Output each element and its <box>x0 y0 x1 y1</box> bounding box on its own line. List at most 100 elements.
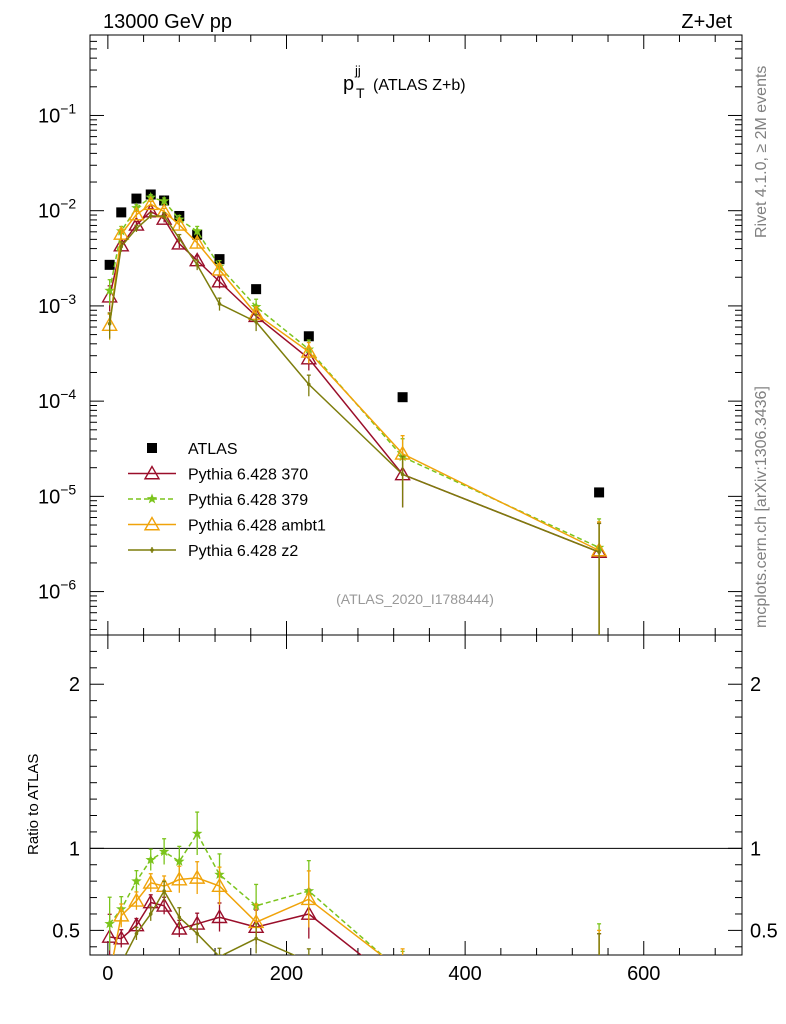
data-point-p379 <box>104 285 115 295</box>
ratio-point-p370 <box>171 920 188 935</box>
series-line-z2 <box>108 215 600 553</box>
y-tick-label-ratio-left: 2 <box>69 674 80 696</box>
ratio-point-p379 <box>104 918 115 929</box>
main-y-tick-labels: 10−1 10−2 10−3 10−4 10−5 10−6 <box>38 100 76 603</box>
legend-label-z2: Pythia 6.428 z2 <box>188 543 298 560</box>
x-tick-label: 400 <box>448 963 481 985</box>
ratio-point-p370 <box>211 908 228 924</box>
y-tick-label-ratio-left: 1 <box>69 838 80 860</box>
ratio-y-axis-label: Ratio to ATLAS <box>25 754 42 855</box>
main-series-layer <box>101 189 608 635</box>
y-tick-label-main: 10−5 <box>38 481 76 508</box>
ratio-point-z2 <box>148 912 153 916</box>
data-point-atlas <box>104 259 115 270</box>
ratio-point-p379 <box>158 846 170 857</box>
ratio-point-z2 <box>177 915 182 920</box>
data-point-ambt1 <box>188 234 206 249</box>
legend-marker-atlas <box>147 443 157 453</box>
ratio-point-ambt1 <box>171 871 188 886</box>
ratio-point-ambt1 <box>142 874 159 889</box>
data-point-z2 <box>119 244 124 249</box>
y-tick-label-ratio-right: 0.5 <box>750 920 778 942</box>
ratio-point-p370 <box>155 897 173 912</box>
data-point-atlas <box>594 487 605 498</box>
data-point-p379 <box>158 195 170 206</box>
title-superscript: jj <box>354 63 361 78</box>
ratio-point-ambt1 <box>211 877 228 893</box>
legend-label-p379: Pythia 6.428 379 <box>188 492 308 509</box>
data-point-atlas <box>397 392 408 403</box>
legend: ATLAS Pythia 6.428 370 Pythia 6.428 379 Pyt… <box>128 441 326 560</box>
data-point-z2 <box>107 321 112 326</box>
ratio-point-z2 <box>401 986 405 990</box>
ratio-point-ambt1 <box>128 892 145 907</box>
y-tick-label-ratio-right: 1 <box>750 838 761 860</box>
data-point-z2 <box>148 214 153 218</box>
data-point-ambt1 <box>113 225 130 240</box>
data-point-atlas <box>214 254 225 265</box>
x-tick-labels: 0 200 400 600 <box>102 963 660 985</box>
data-point-ambt1 <box>128 206 145 221</box>
y-tick-label-main: 10−2 <box>38 196 76 223</box>
ratio-point-ambt1 <box>592 964 606 976</box>
ratio-point-ambt1 <box>396 964 410 976</box>
data-point-z2 <box>217 302 222 306</box>
legend-entry-z2: Pythia 6.428 z2 <box>128 543 298 560</box>
legend-marker-ambt1 <box>143 516 161 531</box>
ratio-line-p379 <box>109 832 384 955</box>
ratio-point-z2 <box>597 971 601 975</box>
title-subscript: T <box>356 85 365 101</box>
ratio-y-tick-labels: 2 2 1 1 0.5 0.5 <box>52 674 778 942</box>
legend-entry-atlas: ATLAS <box>147 441 238 458</box>
data-point-z2 <box>195 263 199 267</box>
ratio-point-p370 <box>592 966 606 978</box>
ratio-point-p379 <box>131 875 142 886</box>
title-suffix: (ATLAS Z+b) <box>373 77 466 94</box>
ratio-point-p379 <box>594 963 604 973</box>
ratio-point-p370 <box>396 981 410 993</box>
ratio-point-p379 <box>397 968 407 978</box>
ratio-point-z2 <box>307 960 311 964</box>
data-point-ambt1 <box>171 216 188 231</box>
ratio-plot-frame <box>89 634 743 956</box>
data-point-z2 <box>254 320 258 324</box>
data-point-z2 <box>400 472 405 477</box>
legend-marker-p370 <box>143 465 161 480</box>
ratio-point-ambt1 <box>300 890 318 906</box>
ratio-point-z2 <box>218 954 221 955</box>
y-tick-label-ratio-right: 2 <box>750 674 761 696</box>
x-tick-label: 0 <box>102 963 113 985</box>
data-point-atlas <box>303 331 314 342</box>
ratio-point-p379 <box>191 828 203 838</box>
series-line-p379 <box>108 196 600 549</box>
data-point-z2 <box>307 382 311 387</box>
legend-marker-p379 <box>146 493 158 504</box>
ratio-point-z2 <box>195 931 199 936</box>
ratio-point-z2 <box>119 961 123 965</box>
ratio-point-z2 <box>162 889 166 893</box>
legend-entry-ambt1: Pythia 6.428 ambt1 <box>128 516 326 535</box>
x-tick-label: 200 <box>270 963 303 985</box>
data-point-ambt1 <box>142 195 159 211</box>
ratio-line-ambt1 <box>112 877 383 955</box>
ratio-point-z2 <box>254 936 258 941</box>
y-tick-label-main: 10−3 <box>38 291 76 318</box>
rivet-label: Rivet 4.1.0, ≥ 2M events <box>753 66 770 238</box>
legend-entry-p379: Pythia 6.428 379 <box>128 492 308 509</box>
process-label: Z+Jet <box>681 11 732 33</box>
legend-label-p370: Pythia 6.428 370 <box>188 467 308 484</box>
data-point-atlas <box>251 284 262 295</box>
ratio-point-p379 <box>145 854 156 865</box>
y-tick-label-main: 10−6 <box>38 577 76 604</box>
data-point-atlas <box>131 193 142 204</box>
data-point-ambt1 <box>300 343 318 358</box>
ratio-line-p370 <box>109 901 363 955</box>
ratio-point-ambt1 <box>113 907 130 922</box>
ratio-series-layer <box>101 811 606 993</box>
y-tick-label-main: 10−1 <box>38 100 76 127</box>
series-line-p370 <box>108 210 600 553</box>
energy-label: 13000 GeV pp <box>103 11 232 33</box>
legend-entry-p370: Pythia 6.428 370 <box>128 465 308 484</box>
analysis-id: (ATLAS_2020_I1788444) <box>336 591 494 607</box>
data-point-atlas <box>116 207 127 218</box>
